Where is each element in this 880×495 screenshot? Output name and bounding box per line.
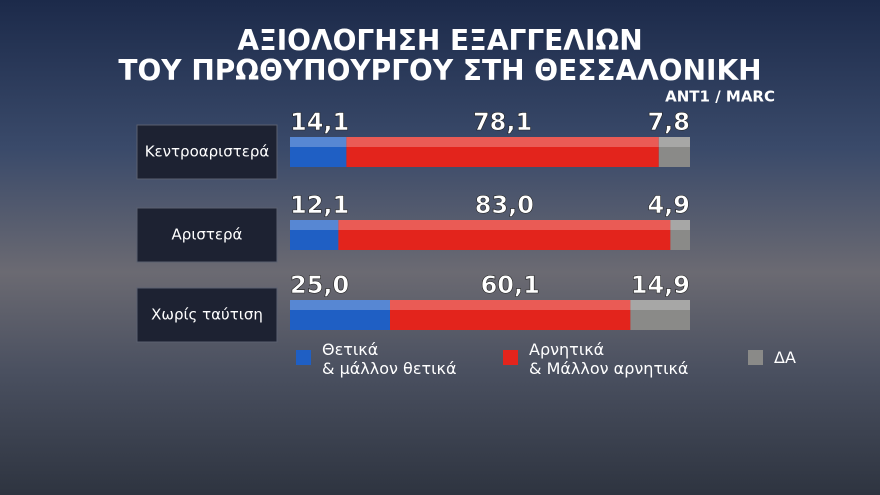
bar-shine [658,137,690,147]
value-label: 60,1 [481,271,540,299]
bar-shine [290,300,390,310]
category-label: Κεντροαριστερά [145,143,270,161]
bar-shine [290,220,339,230]
legend-swatch [503,350,518,365]
bar-shine [630,300,690,310]
legend-label: ΔΑ [774,348,796,367]
bar-segment [290,220,339,250]
chart-title: ΑΞΙΟΛΟΓΗΣΗ ΕΞΑΓΓΕΛΙΩΝ [237,24,642,57]
chart-title: ΤΟΥ ΠΡΩΘΥΠΟΥΡΓΟΥ ΣΤΗ ΘΕΣΣΑΛΟΝΙΚΗ [118,54,761,87]
bar-shine [290,137,347,147]
source: ΑΝΤ1 / MARC [665,88,775,106]
category-box [136,124,278,180]
value-label: 83,0 [475,191,534,219]
value-label: 4,9 [647,191,690,219]
bar-segment [630,300,690,330]
legend-swatch [296,350,311,365]
bar-segment [670,220,690,250]
legend-swatch [748,350,763,365]
category-label: Χωρίς ταύτιση [151,306,263,324]
legend-label: Θετικά & μάλλον θετικά [322,340,457,378]
bar-shine [338,220,671,230]
value-label: 7,8 [647,108,690,136]
value-label: 25,0 [290,271,349,299]
bar-segment [658,137,690,167]
bar-segment [346,137,659,167]
bar-shine [346,137,659,147]
value-label: 12,1 [290,191,349,219]
category-box [136,207,278,263]
bar-shine [670,220,690,230]
bar-shine [390,300,631,310]
category-box [136,287,278,343]
category-label: Αριστερά [172,226,243,244]
bar-segment [290,137,347,167]
legend-label: Αρνητικά & Μάλλον αρνητικά [529,340,689,378]
bar-segment [290,300,390,330]
value-label: 14,9 [631,271,690,299]
bar-segment [390,300,631,330]
bar-segment [338,220,671,250]
value-label: 14,1 [290,108,349,136]
value-label: 78,1 [473,108,532,136]
